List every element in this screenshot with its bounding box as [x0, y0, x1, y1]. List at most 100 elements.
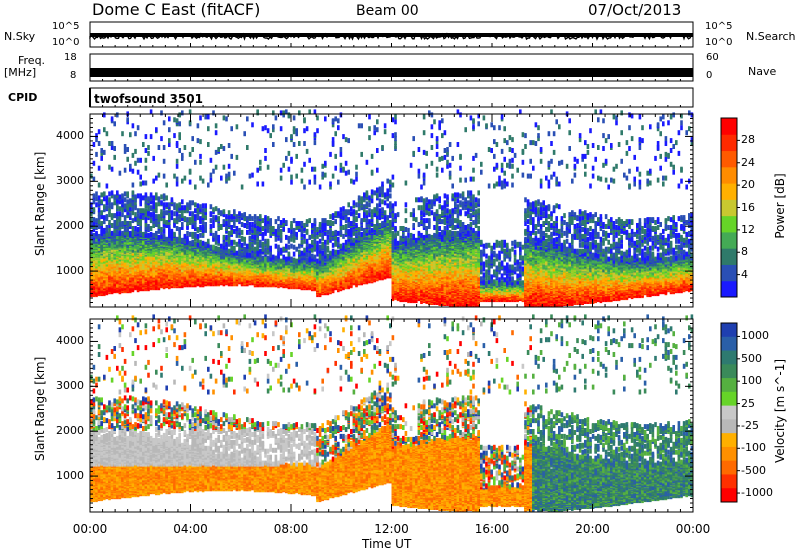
heatmap-cell: [181, 152, 184, 158]
heatmap-cell: [121, 278, 124, 284]
heatmap-cell: [170, 197, 174, 203]
heatmap-cell: [264, 215, 267, 221]
heatmap-cell: [313, 231, 317, 237]
heatmap-cell: [118, 211, 122, 217]
heatmap-cell: [134, 212, 137, 218]
heatmap-cell: [240, 213, 244, 219]
heatmap-cell: [209, 157, 213, 163]
heatmap-cell: [243, 131, 246, 137]
chart-title: Dome C East (fitACF): [92, 2, 260, 18]
heatmap-cell: [217, 234, 220, 240]
heatmap-cell: [199, 175, 202, 181]
heatmap-cell: [274, 255, 278, 261]
heatmap-cell: [157, 172, 161, 178]
heatmap-cell: [144, 157, 148, 163]
heatmap-cell: [290, 134, 293, 140]
heatmap-cell: [217, 147, 220, 152]
heatmap-cell: [279, 110, 283, 116]
heatmap-cell: [105, 227, 109, 233]
heatmap-cell: [105, 230, 109, 236]
heatmap-cell: [305, 126, 309, 132]
heatmap-cell: [321, 163, 324, 169]
heatmap-cell: [139, 214, 142, 220]
nave-band: [90, 68, 693, 77]
heatmap-cell: [204, 241, 207, 247]
heatmap-cell: [253, 214, 257, 220]
heatmap-cell: [209, 244, 213, 250]
heatmap-cell: [196, 203, 200, 209]
heatmap-cell: [272, 142, 275, 147]
heatmap-cell: [129, 212, 132, 218]
heatmap-cell: [233, 239, 236, 245]
heatmap-cell: [118, 215, 122, 221]
heatmap-cell: [199, 115, 202, 121]
heatmap-cell: [183, 145, 187, 150]
heatmap-cell: [165, 210, 168, 216]
heatmap-cell: [121, 221, 124, 226]
heatmap-cell: [181, 222, 184, 227]
heatmap-cell: [168, 202, 171, 208]
cpid-value: twofsound 3501: [94, 93, 203, 105]
heatmap-cell: [136, 213, 140, 219]
heatmap-cell: [162, 145, 166, 150]
heatmap-cell: [316, 227, 319, 232]
heatmap-cell: [318, 238, 322, 244]
heatmap-cell: [100, 148, 103, 153]
heatmap-cell: [144, 192, 148, 198]
heatmap-cell: [191, 231, 194, 237]
heatmap-cell: [246, 216, 249, 222]
heatmap-cell: [199, 139, 202, 145]
heatmap-cell: [339, 147, 343, 152]
heatmap-cell: [233, 245, 236, 251]
heatmap-cell: [188, 217, 192, 223]
heatmap-cell: [311, 166, 314, 172]
heatmap-cell: [209, 172, 213, 178]
heatmap-cell: [303, 161, 306, 167]
heatmap-cell: [131, 190, 135, 196]
heatmap-cell: [147, 196, 150, 202]
heatmap-cell: [214, 149, 218, 155]
heatmap-cell: [274, 243, 278, 249]
heatmap-cell: [222, 164, 226, 170]
heatmap-cell: [305, 252, 309, 258]
heatmap-cell: [105, 205, 109, 211]
heatmap-cell: [313, 140, 317, 146]
heatmap-cell: [225, 173, 228, 179]
heatmap-cell: [279, 220, 283, 225]
heatmap-cell: [287, 244, 291, 250]
heatmap-cell: [303, 238, 306, 244]
heatmap-cell: [175, 181, 179, 187]
heatmap-cell: [113, 194, 116, 200]
heatmap-cell: [188, 200, 192, 206]
heatmap-cell: [155, 221, 158, 226]
heatmap-cell: [279, 247, 283, 253]
heatmap-cell: [220, 175, 223, 181]
heatmap-cell: [90, 173, 93, 179]
heatmap-cell: [160, 227, 163, 232]
heatmap-cell: [339, 207, 343, 213]
heatmap-cell: [313, 218, 317, 224]
heatmap-cell: [316, 128, 319, 134]
heatmap-cell: [160, 194, 163, 200]
heatmap-cell: [324, 172, 327, 178]
heatmap-cell: [300, 167, 304, 173]
heatmap-cell: [264, 238, 267, 244]
heatmap-cell: [212, 244, 215, 250]
heatmap-cell: [222, 209, 226, 215]
heatmap-cell: [134, 226, 137, 231]
heatmap-cell: [103, 204, 106, 210]
heatmap-cell: [316, 258, 319, 264]
heatmap-cell: [95, 202, 98, 208]
heatmap-cell: [287, 166, 291, 172]
heatmap-cell: [298, 243, 301, 249]
heatmap-cell: [149, 134, 153, 140]
heatmap-cell: [108, 141, 111, 146]
heatmap-cell: [204, 222, 207, 227]
heatmap-cell: [97, 211, 101, 217]
heatmap-cell: [214, 245, 218, 251]
heatmap-cell: [233, 209, 236, 215]
heatmap-cell: [303, 117, 306, 123]
nsearch-tick-bottom: 10^0: [705, 38, 732, 48]
heatmap-cell: [97, 165, 101, 171]
heatmap-cell: [100, 199, 103, 205]
